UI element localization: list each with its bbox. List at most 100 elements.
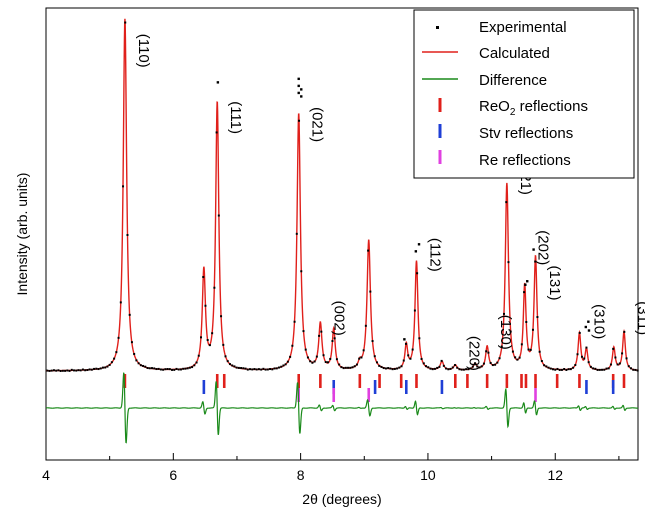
experimental-point (578, 331, 581, 334)
experimental-point (175, 367, 178, 370)
experimental-point (478, 366, 481, 369)
experimental-point (612, 347, 615, 350)
experimental-point (329, 357, 332, 360)
experimental-point (300, 95, 303, 98)
experimental-point (418, 337, 421, 340)
experimental-point (456, 366, 459, 369)
peak-label: (002) (330, 301, 347, 336)
experimental-point (531, 328, 534, 331)
peak-label: (311) (634, 301, 645, 335)
experimental-point (200, 336, 202, 339)
experimental-point (146, 367, 149, 370)
experimental-point (569, 368, 572, 371)
experimental-point (587, 329, 591, 332)
x-tick-label: 10 (420, 467, 436, 483)
peak-label: (130) (497, 315, 514, 350)
experimental-point (162, 368, 165, 371)
experimental-point (157, 367, 160, 370)
experimental-point (518, 356, 521, 359)
experimental-point (104, 366, 107, 369)
experimental-point (66, 369, 69, 372)
experimental-point (587, 361, 590, 364)
experimental-point (108, 363, 111, 366)
experimental-point (133, 352, 136, 355)
experimental-point (634, 368, 637, 371)
experimental-point (427, 366, 430, 369)
experimental-point (371, 340, 374, 343)
experimental-point (587, 320, 590, 323)
experimental-point (222, 343, 225, 346)
experimental-point (503, 312, 505, 315)
experimental-point (589, 365, 592, 368)
experimental-point (331, 340, 334, 343)
experimental-point (315, 355, 318, 358)
experimental-point (436, 366, 439, 369)
experimental-point (300, 270, 303, 273)
legend-label-experimental: Experimental (479, 19, 567, 36)
experimental-point (585, 346, 588, 349)
experimental-point (451, 366, 454, 369)
experimental-point (182, 367, 185, 370)
experimental-point (543, 364, 546, 367)
experimental-point (367, 249, 370, 252)
experimental-point (117, 336, 120, 339)
experimental-point (275, 367, 278, 370)
experimental-point (130, 341, 133, 344)
experimental-point (311, 361, 314, 364)
experimental-point (384, 367, 387, 370)
experimental-point (467, 368, 470, 371)
experimental-point (547, 366, 550, 369)
experimental-point (563, 368, 566, 371)
experimental-point (580, 355, 583, 358)
experimental-point (344, 366, 347, 369)
peak-label: (131) (546, 265, 563, 300)
experimental-point (382, 367, 385, 370)
peak-label: (111) (227, 101, 244, 134)
experimental-point (460, 368, 463, 371)
experimental-point (453, 364, 456, 367)
experimental-point (526, 280, 529, 283)
experimental-point (253, 368, 256, 371)
experimental-point (523, 291, 526, 294)
legend-label-difference: Difference (479, 72, 547, 89)
experimental-point (68, 369, 71, 372)
experimental-point (621, 352, 624, 355)
x-axis-ticks: 4 6 8 10 12 (42, 453, 620, 483)
legend-label-calculated: Calculated (479, 45, 550, 62)
experimental-point (322, 354, 325, 357)
x-tick-label: 4 (42, 467, 50, 483)
peak-label: (310) (591, 304, 608, 339)
experimental-point (273, 367, 276, 370)
experimental-point (55, 369, 58, 372)
experimental-point (297, 91, 300, 95)
experimental-point (603, 368, 606, 371)
peak-label: (110) (135, 34, 152, 68)
experimental-point (255, 368, 258, 371)
experimental-point (538, 350, 541, 353)
peak-label: (202) (535, 230, 552, 265)
experimental-point (101, 366, 104, 369)
experimental-point (159, 368, 162, 371)
experimental-point (485, 350, 488, 353)
experimental-point (560, 368, 563, 371)
legend-reo2-suffix: reflections (515, 98, 588, 115)
experimental-point (282, 364, 285, 367)
experimental-point (297, 84, 300, 88)
experimental-point (208, 344, 211, 347)
experimental-point (318, 334, 321, 337)
experimental-point (233, 365, 236, 368)
experimental-point (532, 248, 535, 251)
experimental-point (507, 261, 510, 264)
experimental-point (362, 349, 365, 352)
experimental-point (291, 344, 294, 347)
experimental-point (411, 348, 414, 351)
experimental-point (527, 348, 530, 351)
experimental-point (240, 367, 243, 370)
experimental-point (186, 367, 189, 370)
experimental-point (228, 363, 231, 366)
experimental-point (110, 361, 113, 364)
experimental-point (400, 365, 403, 368)
experimental-point (465, 368, 468, 371)
experimental-point (598, 368, 601, 371)
experimental-point (592, 367, 595, 370)
